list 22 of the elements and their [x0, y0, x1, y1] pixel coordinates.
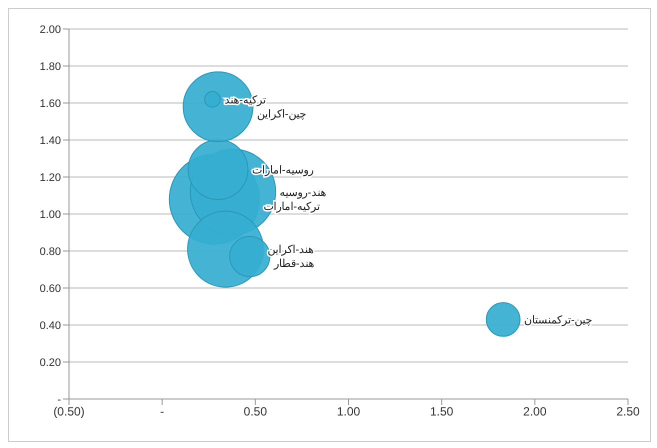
x-tick-label: 2.50: [616, 404, 640, 419]
y-tick-label: 0.40: [40, 320, 61, 332]
x-tick-label: 0.50: [244, 404, 268, 419]
y-tick-label: 1.60: [40, 98, 61, 110]
series-label: چین-ترکمنستان: [524, 314, 593, 326]
y-tick-label: 1.40: [40, 134, 61, 147]
y-tick-label: -: [57, 394, 62, 406]
y-tick-label: 1.20: [40, 172, 61, 184]
series-label: هند-روسیه: [280, 186, 326, 199]
y-tick-label: 0.80: [40, 246, 61, 258]
x-tick-label: 2.00: [523, 404, 547, 419]
y-tick-label: 1.00: [40, 208, 61, 221]
x-tick-label: 1.00: [336, 404, 360, 419]
y-tick-label: 1.80: [40, 60, 61, 73]
x-tick-label: 1.50: [430, 404, 454, 419]
y-tick-label: 0.60: [40, 282, 61, 295]
y-tick-label: 0.20: [40, 356, 61, 369]
series-label: چین-اکراین: [256, 108, 307, 120]
y-tick-label: 2.00: [40, 24, 61, 36]
x-tick-label: -: [160, 404, 164, 419]
series-label: هند-قطار: [272, 258, 315, 270]
x-tick-label: (0.50): [53, 404, 85, 419]
